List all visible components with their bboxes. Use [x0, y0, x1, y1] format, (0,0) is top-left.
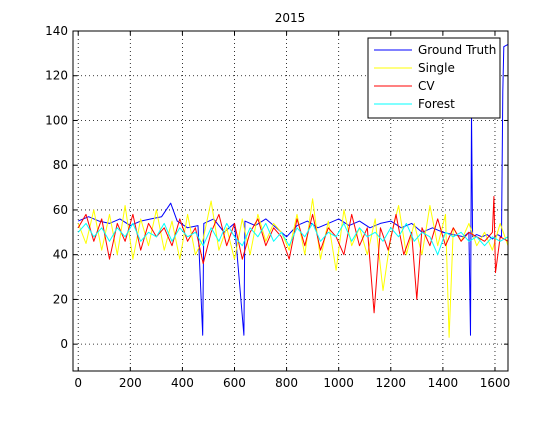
y-tick-label: 140 [45, 24, 68, 38]
y-tick-label: 120 [45, 69, 68, 83]
y-tick-label: 40 [53, 248, 68, 262]
x-tick-label: 200 [119, 376, 142, 390]
series-group [77, 43, 509, 338]
x-tick-label: 0 [74, 376, 82, 390]
x-tick-label: 600 [223, 376, 246, 390]
y-tick-label: 100 [45, 113, 68, 127]
legend-label: Single [418, 61, 455, 75]
x-tick-label: 400 [171, 376, 194, 390]
legend-label: Forest [418, 97, 455, 111]
x-tick-label: 1600 [480, 376, 511, 390]
x-tick-label: 800 [275, 376, 298, 390]
y-tick-label: 20 [53, 292, 68, 306]
y-tick-label: 0 [60, 337, 68, 351]
legend-label: Ground Truth [418, 43, 496, 57]
axes-box [72, 30, 509, 372]
series-line-forest [77, 222, 509, 256]
chart-title: 2015 [275, 11, 306, 25]
x-tick-label: 1400 [428, 376, 459, 390]
x-tick-label: 1000 [323, 376, 354, 390]
y-tick-label: 80 [53, 158, 68, 172]
axes: 0 200 400 600 800 1000 1200 1400 1600 0 20 40 60 80 10… [45, 24, 510, 390]
series-line-cv [77, 196, 509, 314]
legend-box [367, 37, 501, 119]
legend-label: CV [418, 79, 435, 93]
y-tick-label: 60 [53, 203, 68, 217]
x-tick-label: 1200 [376, 376, 407, 390]
legend: Ground Truth Single CV Forest [367, 37, 501, 119]
